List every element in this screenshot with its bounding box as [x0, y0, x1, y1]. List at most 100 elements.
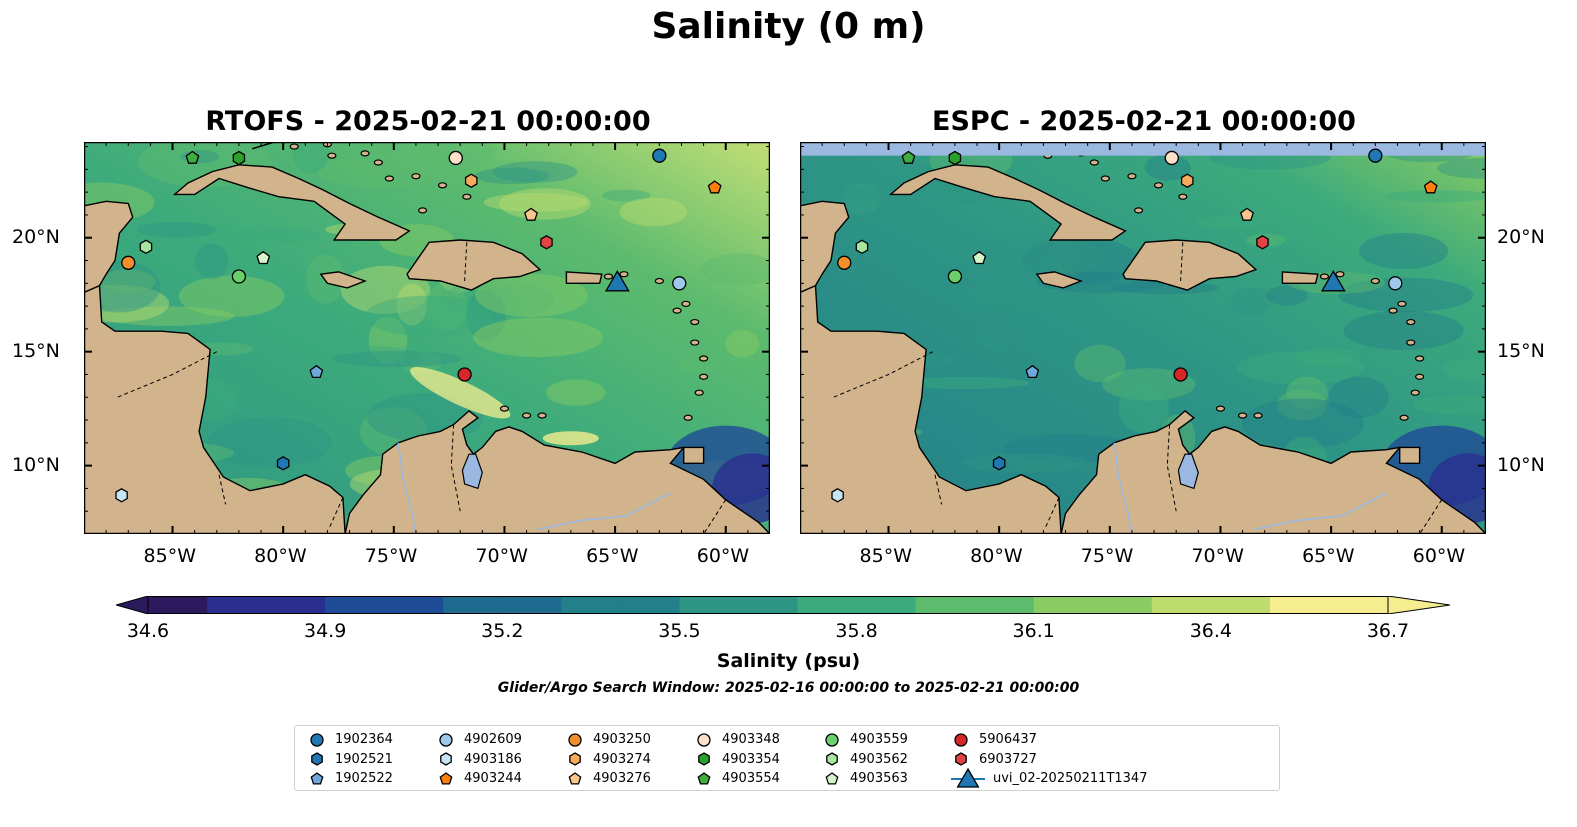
small-island [1319, 273, 1330, 280]
land-hispaniola [1122, 239, 1258, 291]
legend-label: 4903186 [464, 751, 522, 767]
lon-tick-label: 80°W [970, 545, 1023, 567]
salinity-eddy [100, 269, 156, 294]
legend-label: 1902522 [335, 771, 393, 786]
legend-marker-4903244 [439, 771, 453, 785]
salinity-eddy [677, 355, 718, 375]
obs-marker-4902609 [672, 276, 687, 291]
legend-entry: 1902521 [307, 750, 393, 769]
obs-marker-4903244 [707, 180, 722, 194]
legend-label: 1902521 [335, 751, 393, 767]
small-island [1406, 318, 1416, 326]
salinity-eddy [292, 142, 330, 174]
obs-marker-4903562 [139, 239, 153, 255]
country-border [1045, 497, 1060, 528]
obs-marker-1902521 [992, 456, 1006, 471]
obs-marker-4903276 [524, 207, 538, 221]
salinity-eddy [207, 417, 332, 468]
salinity-eddy [1437, 157, 1486, 179]
colorbar-bin [1092, 596, 1153, 614]
colorbar-bin [1210, 596, 1271, 614]
obs-marker-1902521 [276, 456, 290, 471]
river [1113, 442, 1133, 534]
legend-marker-4903554 [697, 771, 711, 785]
small-island [1127, 173, 1137, 180]
small-island [1253, 412, 1263, 419]
legend-marker-4903563 [825, 771, 839, 785]
legend-marker-4903562 [826, 752, 838, 766]
land-centralamerica [800, 284, 1062, 534]
land-puerto-rico [565, 271, 603, 285]
small-island [417, 207, 428, 214]
legend-entry: 4903244 [436, 769, 522, 788]
obs-marker-4903559 [231, 269, 247, 284]
colorbar-bin [679, 596, 739, 614]
salinity-eddy [1144, 154, 1191, 181]
colorbar-bin [1328, 596, 1389, 614]
small-island [1089, 159, 1099, 166]
small-island [619, 271, 629, 278]
salinity-eddy [457, 281, 519, 325]
salinity-eddy [99, 306, 235, 326]
panel-title-rtofs: RTOFS - 2025-02-21 00:00:00 [205, 106, 651, 137]
small-island [1237, 412, 1248, 419]
land-jamaica [319, 271, 368, 289]
legend-entry: 4903348 [694, 730, 780, 749]
country-border [833, 351, 934, 398]
colorbar-bin [856, 596, 917, 614]
colorbar-bin [738, 596, 799, 614]
obs-marker-1902522 [1025, 364, 1040, 379]
legend-marker-1902521 [311, 752, 323, 766]
obs-marker-4903559 [947, 269, 963, 284]
colorbar-tick-label: 36.1 [1012, 620, 1055, 642]
colorbar-frame [147, 596, 1389, 614]
small-island [327, 152, 337, 159]
salinity-eddy [319, 346, 424, 370]
obs-marker-4903274 [464, 173, 478, 188]
colorbar-tick-label: 35.2 [481, 620, 524, 642]
legend-marker-4903274 [569, 752, 581, 766]
lon-tick-label: 75°W [1080, 545, 1134, 567]
colorbar-bin [797, 596, 858, 614]
lon-tick-label: 85°W [143, 545, 196, 567]
salinity-eddy [1359, 233, 1449, 269]
legend-marker-4903186 [440, 752, 452, 766]
small-island [672, 307, 682, 314]
small-island [537, 412, 547, 419]
obs-marker-uvi_02-20250211T1347 [1320, 269, 1346, 292]
salinity-eddy [897, 376, 1030, 390]
land-jamaica [1035, 271, 1084, 289]
small-island [699, 355, 709, 362]
country-border [934, 474, 943, 505]
obs-marker-4903276 [1240, 207, 1254, 221]
salinity-eddy [424, 283, 468, 332]
salinity-eddy [84, 284, 170, 323]
obs-marker-1902522 [309, 364, 324, 379]
no-data-band [800, 142, 1486, 156]
legend-entry: 4903274 [565, 750, 651, 769]
colorbar-bin [207, 596, 267, 614]
legend-label: 4903276 [593, 771, 651, 786]
obs-marker-4903186 [831, 488, 844, 503]
salinity-eddy [399, 350, 442, 373]
legend-marker-4903559 [825, 732, 839, 747]
salinity-eddy [368, 316, 408, 365]
land-southamerica [1060, 409, 1486, 534]
legend-label: 4903250 [593, 732, 651, 747]
salinity-eddy [209, 226, 321, 244]
lon-tick-label: 65°W [586, 545, 639, 567]
legend-label: 6903727 [979, 751, 1037, 767]
lat-tick-label: 20°N [1497, 225, 1545, 248]
legend-marker-4903348 [697, 732, 711, 747]
obs-marker-4902609 [1388, 276, 1403, 291]
salinity-eddy [178, 275, 285, 317]
salinity-colorbar [116, 596, 1451, 614]
legend-label: 4903354 [722, 751, 780, 767]
land-trinidad [1399, 446, 1421, 464]
observation-legend: 1902364 1902521 1902522 4902609 4903186 49032… [294, 725, 1280, 791]
legend-label: 1902364 [335, 732, 393, 747]
salinity-eddy [1296, 348, 1361, 367]
small-island [654, 277, 664, 285]
salinity-eddy [962, 453, 1087, 473]
salinity-eddy [840, 183, 881, 215]
